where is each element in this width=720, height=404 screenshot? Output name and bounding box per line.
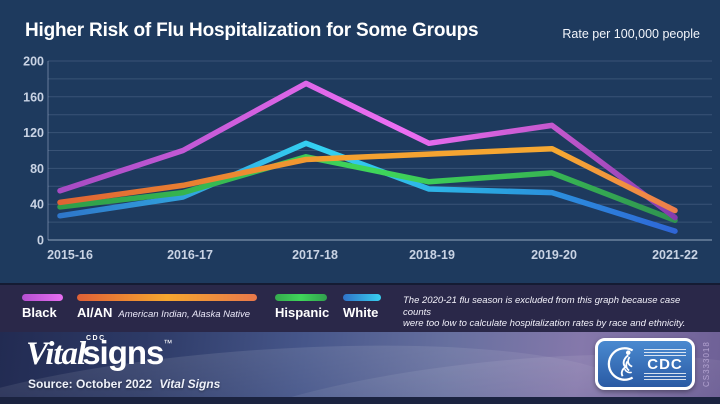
hhs-eagle-icon <box>607 347 634 381</box>
legend-sublabel: American Indian, Alaska Native <box>118 309 251 320</box>
x-tick-label: 2021-22 <box>652 248 698 262</box>
legend-label: Black <box>22 305 57 320</box>
flu-rate-line-white <box>57 140 678 234</box>
exclusion-note-line1: The 2020-21 flu season is excluded from … <box>403 295 681 318</box>
vital-signs-logo: CDC Vitalsigns™ <box>26 334 172 373</box>
flu-rate-line-black <box>57 80 678 221</box>
x-tick-label: 2019-20 <box>531 248 577 262</box>
y-tick-label: 80 <box>30 162 44 176</box>
legend-swatch-hispanic <box>275 294 327 301</box>
y-tick-label: 200 <box>23 55 44 69</box>
cdc-hhs-logo: CDC <box>595 338 695 390</box>
legend-item-aian: AI/AN American Indian, Alaska Native <box>77 294 257 322</box>
line-chart-svg: 0 40 80 120 160 200 2015-16 2016-17 2017-18 2018-… <box>23 55 712 262</box>
flu-rate-line-hispanic <box>57 154 678 224</box>
legend-item-black: Black <box>22 294 63 322</box>
x-tick-label: 2016-17 <box>167 248 213 262</box>
legend-label: White <box>343 305 379 320</box>
legend-swatch-aian <box>77 294 257 301</box>
y-tick-label: 120 <box>23 126 44 140</box>
badge-stripes-top <box>644 348 686 356</box>
footer-banner: CDC Vitalsigns™ Source: October 2022 Vit… <box>0 332 720 404</box>
y-tick-label: 160 <box>23 90 44 104</box>
x-tick-label: 2018-19 <box>409 248 455 262</box>
chart-units-label: Rate per 100,000 people <box>562 27 700 41</box>
exclusion-note-line2: were too low to calculate hospitalizatio… <box>403 318 686 329</box>
line-chart: 0 40 80 120 160 200 2015-16 2016-17 2017-18 2018-… <box>0 46 720 283</box>
vital-wordmark: Vital <box>26 336 86 372</box>
legend-label: Hispanic <box>275 305 330 320</box>
legend-item-white: White <box>343 294 381 322</box>
publication-code: CS333018 <box>702 341 711 387</box>
footer-bottom-strip <box>0 397 720 404</box>
source-prefix: Source: October 2022 <box>28 377 153 391</box>
cdc-badge-acronym: CDC <box>647 355 683 373</box>
y-tick-label: 0 <box>37 234 44 248</box>
legend-swatch-black <box>22 294 63 301</box>
badge-stripes-bottom <box>644 372 686 380</box>
source-citation: Source: October 2022 Vital Signs <box>28 377 220 391</box>
flu-rate-line-aian <box>57 145 678 214</box>
cdc-badge-text-block: CDC <box>644 348 686 381</box>
chart-title: Higher Risk of Flu Hospitalization for S… <box>25 20 479 41</box>
x-tick-label: 2015-16 <box>47 248 93 262</box>
legend-item-hispanic: Hispanic <box>275 294 329 322</box>
legend-swatch-white <box>343 294 381 301</box>
exclusion-note: The 2020-21 flu season is excluded from … <box>403 295 708 330</box>
y-tick-label: 40 <box>30 198 44 212</box>
legend-strip: Black AI/AN American Indian, Alaska Native… <box>0 283 720 332</box>
x-tick-label: 2017-18 <box>292 248 338 262</box>
trademark-symbol: ™ <box>163 338 173 348</box>
source-publication: Vital Signs <box>159 377 221 391</box>
cdc-mini-wordmark: CDC <box>86 335 106 342</box>
signs-wordmark: signs <box>82 334 164 371</box>
legend-label: AI/AN <box>77 305 113 320</box>
